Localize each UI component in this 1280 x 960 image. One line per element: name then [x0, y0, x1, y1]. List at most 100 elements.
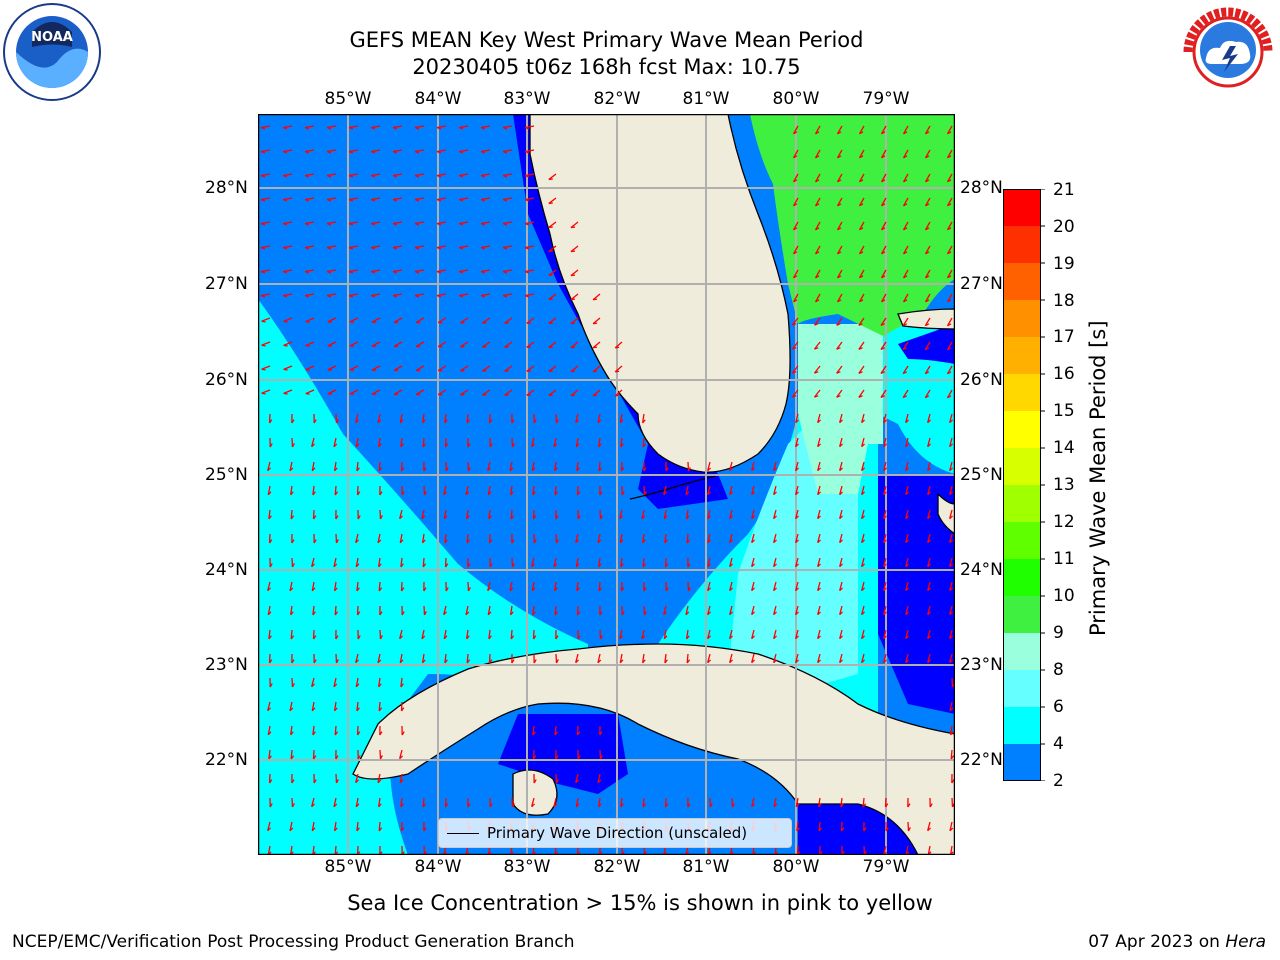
- wave-arrow: [795, 605, 799, 615]
- wave-arrow-head: [642, 419, 646, 424]
- wave-arrow-head: [357, 515, 361, 520]
- wave-arrow-head: [576, 611, 581, 616]
- wave-arrow: [311, 581, 315, 591]
- wave-arrow-head: [268, 659, 273, 664]
- wave-arrow: [927, 653, 931, 663]
- wave-arrow-head: [575, 659, 580, 664]
- wave-arrow-head: [577, 755, 581, 760]
- wave-arrow-head: [861, 491, 866, 496]
- wave-arrow: [333, 437, 337, 447]
- wave-arrow-head: [414, 222, 420, 226]
- wave-arrow-head: [392, 174, 398, 178]
- wave-arrow: [880, 173, 887, 183]
- wave-arrow-head: [422, 443, 427, 448]
- wave-arrow: [663, 629, 667, 639]
- wave-arrow: [905, 629, 909, 639]
- wave-arrow-head: [861, 587, 866, 592]
- wave-arrow-head: [599, 731, 603, 736]
- wave-arrow-head: [686, 635, 690, 640]
- wave-arrow-head: [707, 539, 712, 544]
- wave-arrow: [531, 797, 535, 807]
- wave-arrow: [795, 413, 799, 423]
- wave-arrow: [503, 245, 513, 249]
- wave-arrow-head: [379, 731, 383, 736]
- wave-arrow: [883, 437, 887, 447]
- wave-arrow: [267, 821, 271, 831]
- wave-arrow: [642, 437, 645, 448]
- wave-arrow: [415, 365, 425, 372]
- wave-arrow-head: [436, 246, 442, 250]
- wave-arrow: [902, 173, 909, 183]
- wave-arrow-head: [311, 443, 316, 448]
- wave-arrow: [283, 317, 293, 322]
- wave-arrow-head: [950, 755, 955, 760]
- wave-arrow-head: [773, 635, 778, 640]
- wave-arrow-head: [576, 491, 581, 496]
- wave-arrow: [949, 557, 953, 567]
- wave-arrow-head: [335, 779, 339, 784]
- wave-arrow-head: [880, 371, 885, 375]
- wave-arrow-head: [502, 198, 508, 202]
- wave-arrow-head: [881, 155, 886, 159]
- wave-arrow-head: [861, 515, 866, 520]
- wave-arrow-head: [837, 227, 842, 231]
- wave-arrow-head: [881, 227, 886, 231]
- wave-arrow: [509, 461, 513, 471]
- wave-arrow-head: [414, 126, 420, 130]
- wave-arrow: [532, 725, 535, 736]
- wave-arrow-head: [423, 611, 427, 616]
- wave-arrow-head: [356, 827, 360, 832]
- wave-arrow-head: [883, 587, 888, 592]
- wave-arrow: [924, 221, 931, 231]
- wave-arrow-head: [686, 659, 691, 664]
- wave-arrow-head: [883, 419, 888, 424]
- wave-arrow-head: [524, 150, 530, 154]
- wave-arrow-head: [370, 198, 376, 202]
- wave-arrow: [289, 845, 293, 855]
- wave-arrow: [415, 389, 425, 396]
- wave-arrow-head: [902, 371, 908, 375]
- lat-left-25N: 25°N: [205, 465, 248, 485]
- wave-arrow-head: [619, 635, 624, 640]
- wave-arrow-head: [269, 443, 273, 448]
- wave-arrow-head: [795, 611, 800, 616]
- wave-arrow-head: [663, 635, 668, 640]
- wave-arrow-head: [511, 803, 515, 808]
- wave-arrow: [356, 701, 359, 712]
- wave-arrow: [261, 173, 271, 177]
- wave-arrow-head: [927, 515, 932, 520]
- colorbar-segment: [1003, 448, 1041, 486]
- wave-arrow: [576, 581, 579, 592]
- wave-arrow-head: [836, 323, 841, 326]
- wave-arrow-head: [554, 491, 559, 496]
- wave-arrow: [482, 341, 491, 348]
- wave-arrow-head: [400, 707, 405, 712]
- wave-arrow: [858, 341, 865, 350]
- wave-arrow: [927, 605, 931, 615]
- wave-arrow-head: [333, 683, 338, 688]
- wave-arrow-head: [902, 347, 908, 351]
- wave-arrow: [400, 437, 403, 448]
- wave-arrow-head: [268, 539, 273, 544]
- wave-arrow-head: [502, 222, 508, 226]
- wave-arrow-head: [577, 635, 581, 640]
- wave-arrow-head: [531, 563, 536, 568]
- wave-arrow: [902, 221, 909, 231]
- wave-arrow-head: [925, 371, 930, 375]
- wave-arrow: [905, 461, 909, 471]
- wave-arrow-head: [836, 395, 841, 398]
- wave-arrow: [377, 413, 381, 423]
- wave-arrow: [509, 485, 513, 495]
- wave-arrow: [598, 461, 601, 472]
- wave-arrow: [504, 365, 513, 372]
- wave-arrow-head: [267, 611, 272, 616]
- lat-right-24N: 24°N: [960, 560, 1003, 580]
- lat-right-26N: 26°N: [960, 370, 1003, 390]
- wave-arrow: [459, 173, 469, 177]
- wave-arrow-head: [883, 659, 888, 664]
- wave-arrow-head: [355, 659, 360, 664]
- wave-arrow: [946, 389, 953, 399]
- wave-arrow-head: [598, 587, 603, 592]
- wave-arrow-head: [792, 395, 797, 398]
- wave-arrow: [311, 701, 315, 711]
